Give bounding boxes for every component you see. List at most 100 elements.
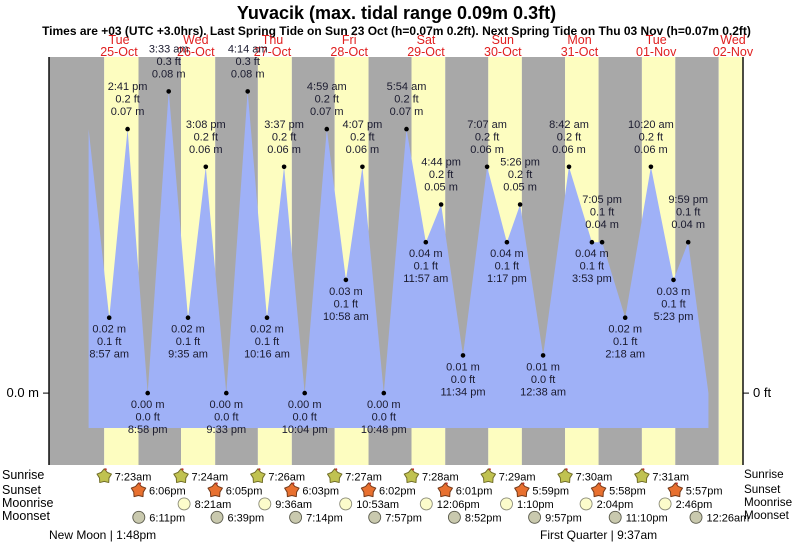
svg-text:0.0 ft: 0.0 ft [292,412,316,424]
svg-text:0.1 ft: 0.1 ft [414,261,438,273]
svg-text:9:59 pm: 9:59 pm [668,194,708,206]
svg-text:6:06pm: 6:06pm [149,486,186,498]
svg-text:9:35 am: 9:35 am [168,349,208,361]
svg-text:0.2 ft: 0.2 ft [315,94,339,106]
svg-text:12:38 am: 12:38 am [520,386,566,398]
svg-text:11:34 pm: 11:34 pm [440,386,485,398]
svg-text:0.06 m: 0.06 m [346,144,380,156]
svg-text:0.07 m: 0.07 m [111,106,145,118]
svg-text:0.0 ft: 0.0 ft [531,374,555,386]
svg-text:10:48 pm: 10:48 pm [361,424,407,436]
svg-text:7:05 pm: 7:05 pm [582,194,622,206]
svg-text:3:37 pm: 3:37 pm [264,119,304,131]
svg-text:5:58pm: 5:58pm [609,486,646,498]
svg-text:5:23 pm: 5:23 pm [654,311,694,323]
svg-text:2:41 pm: 2:41 pm [108,81,148,93]
svg-text:4:14 am: 4:14 am [228,43,268,55]
svg-text:0.05 m: 0.05 m [503,182,537,194]
svg-text:0.06 m: 0.06 m [267,144,301,156]
svg-text:0.1 ft: 0.1 ft [176,336,200,348]
svg-text:0.2 ft: 0.2 ft [394,94,418,106]
svg-text:0.3 ft: 0.3 ft [235,56,259,68]
svg-text:6:39pm: 6:39pm [228,512,265,524]
svg-text:12:26am: 12:26am [707,512,750,524]
svg-text:0.1 ft: 0.1 ft [590,207,614,219]
svg-text:0.02 m: 0.02 m [171,324,205,336]
svg-text:0.1 ft: 0.1 ft [495,261,519,273]
svg-text:10:20 am: 10:20 am [628,119,674,131]
svg-text:4:44 pm: 4:44 pm [421,157,461,169]
svg-text:0.2 ft: 0.2 ft [429,169,453,181]
svg-text:0.00 m: 0.00 m [367,399,401,411]
svg-text:7:14pm: 7:14pm [306,512,343,524]
svg-text:0.02 m: 0.02 m [92,324,126,336]
svg-text:0.2 ft: 0.2 ft [350,131,374,143]
svg-text:0.04 m: 0.04 m [490,248,524,260]
svg-text:8:58 pm: 8:58 pm [128,424,168,436]
svg-text:7:26am: 7:26am [268,471,305,483]
svg-text:11:57 am: 11:57 am [403,273,448,285]
svg-text:0.0 m: 0.0 m [6,385,39,400]
svg-text:0.0 ft: 0.0 ft [451,374,475,386]
svg-text:0.2 ft: 0.2 ft [508,169,532,181]
svg-text:0.08 m: 0.08 m [231,68,265,80]
svg-text:6:02pm: 6:02pm [379,486,416,498]
svg-text:8:21am: 8:21am [195,499,232,511]
svg-text:0.1 ft: 0.1 ft [661,298,685,310]
svg-text:7:31am: 7:31am [652,471,689,483]
svg-text:8:52pm: 8:52pm [465,512,502,524]
svg-text:0.06 m: 0.06 m [552,144,586,156]
svg-text:0.2 ft: 0.2 ft [194,131,218,143]
svg-text:6:05pm: 6:05pm [226,486,263,498]
svg-text:0.0 ft: 0.0 ft [372,412,396,424]
svg-text:7:28am: 7:28am [422,471,459,483]
svg-text:8:42 am: 8:42 am [549,119,589,131]
svg-text:0.3 ft: 0.3 ft [156,56,180,68]
svg-text:7:27am: 7:27am [345,471,382,483]
svg-text:6:11pm: 6:11pm [149,512,185,524]
svg-text:4:59 am: 4:59 am [307,81,347,93]
svg-text:1:17 pm: 1:17 pm [487,273,527,285]
svg-text:9:57pm: 9:57pm [545,512,582,524]
svg-text:0.01 m: 0.01 m [526,361,560,373]
svg-text:0.1 ft: 0.1 ft [334,298,358,310]
svg-text:0.2 ft: 0.2 ft [115,94,139,106]
svg-text:0.00 m: 0.00 m [288,399,322,411]
svg-text:0.04 m: 0.04 m [575,248,609,260]
svg-text:11:10pm: 11:10pm [626,512,668,524]
svg-text:0.06 m: 0.06 m [189,144,223,156]
svg-text:0.06 m: 0.06 m [470,144,504,156]
svg-text:0 ft: 0 ft [753,385,771,400]
svg-text:7:07 am: 7:07 am [467,119,507,131]
svg-text:10:58 am: 10:58 am [323,311,369,323]
svg-text:0.00 m: 0.00 m [131,399,165,411]
svg-text:0.04 m: 0.04 m [671,219,705,231]
svg-text:10:04 pm: 10:04 pm [282,424,328,436]
svg-text:7:24am: 7:24am [192,471,229,483]
svg-text:0.03 m: 0.03 m [657,286,691,298]
svg-text:0.0 ft: 0.0 ft [214,412,238,424]
svg-text:0.03 m: 0.03 m [329,286,363,298]
svg-text:10:53am: 10:53am [356,499,399,511]
svg-text:5:59pm: 5:59pm [532,486,569,498]
svg-text:5:57pm: 5:57pm [686,486,723,498]
svg-text:5:54 am: 5:54 am [387,81,427,93]
svg-text:0.06 m: 0.06 m [634,144,668,156]
svg-text:0.1 ft: 0.1 ft [676,207,700,219]
svg-text:10:16 am: 10:16 am [244,349,290,361]
svg-text:8:57 am: 8:57 am [89,349,129,361]
svg-text:0.04 m: 0.04 m [585,219,619,231]
svg-text:0.01 m: 0.01 m [446,361,480,373]
svg-text:1:10pm: 1:10pm [517,499,554,511]
svg-text:0.08 m: 0.08 m [152,68,186,80]
svg-text:2:46pm: 2:46pm [676,499,713,511]
svg-text:6:03pm: 6:03pm [302,486,339,498]
svg-text:7:29am: 7:29am [499,471,536,483]
svg-text:12:06pm: 12:06pm [437,499,480,511]
svg-text:9:36am: 9:36am [275,499,312,511]
svg-text:3:53 pm: 3:53 pm [572,273,612,285]
svg-text:0.2 ft: 0.2 ft [639,131,663,143]
svg-text:7:57pm: 7:57pm [385,512,422,524]
svg-text:0.1 ft: 0.1 ft [97,336,121,348]
svg-text:0.04 m: 0.04 m [409,248,443,260]
